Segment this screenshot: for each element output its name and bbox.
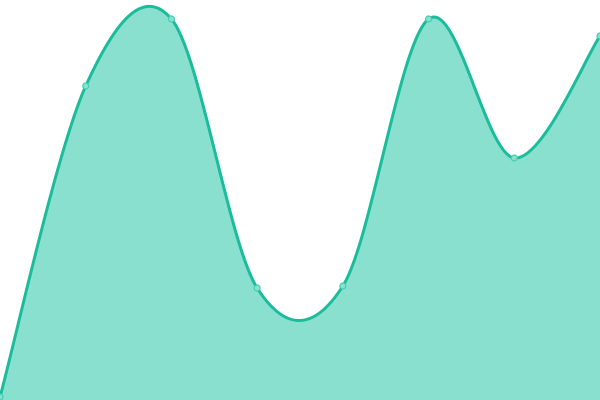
data-point-6	[510, 154, 518, 162]
data-point-2	[167, 15, 176, 23]
data-point-5	[424, 15, 433, 23]
data-point-0	[0, 393, 4, 400]
data-point-3	[253, 284, 261, 292]
data-point-1	[82, 82, 90, 90]
data-points	[0, 15, 600, 400]
area-fill	[0, 6, 600, 400]
data-point-7	[596, 32, 600, 40]
data-point-4	[339, 282, 347, 290]
